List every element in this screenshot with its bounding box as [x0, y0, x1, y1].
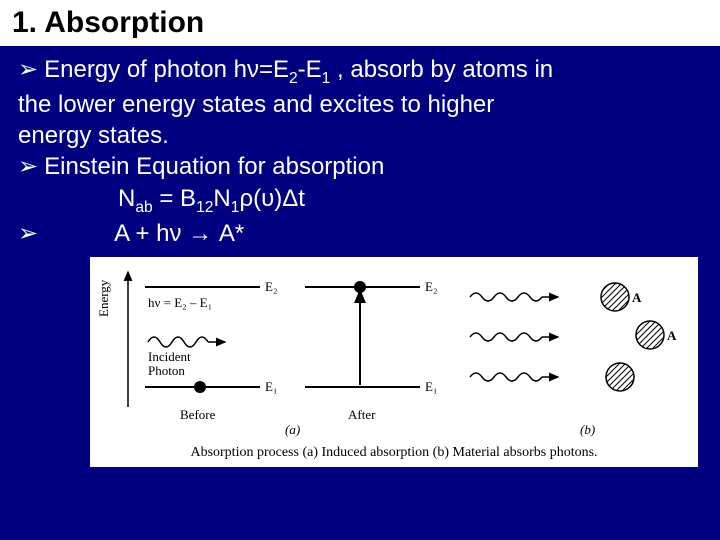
equation-1: Nab = B12N1ρ(υ)Δt: [118, 183, 704, 218]
atom-label-2: A: [667, 328, 676, 344]
equation-2: A + hν → A*: [114, 218, 244, 249]
bullet-1: ➢ Energy of photon hν=E2-E1 , absorb by …: [18, 54, 704, 89]
bullet-3: ➢ A + hν → A*: [18, 218, 704, 249]
panel-b-label: (b): [580, 422, 595, 438]
energy-axis-label: Energy: [96, 280, 112, 317]
chevron-icon: ➢: [18, 151, 38, 182]
before-label: Before: [180, 407, 215, 423]
e2-label-2: E₂: [425, 279, 437, 295]
e1-label-2: E₁: [425, 379, 437, 395]
text-line-4: Einstein Equation for absorption: [44, 151, 384, 182]
diagram-caption: Absorption process (a) Induced absorptio…: [90, 445, 698, 461]
text-line-3: energy states.: [18, 120, 704, 151]
absorption-diagram: Energy hν = E₂ – E₁ Incident Photon E₂ E…: [90, 257, 698, 467]
slide-body: ➢ Energy of photon hν=E2-E1 , absorb by …: [0, 46, 720, 249]
chevron-icon: ➢: [18, 54, 38, 89]
chevron-icon: ➢: [18, 218, 38, 249]
photon-label: Photon: [148, 363, 185, 379]
atom-label-1: A: [632, 290, 641, 306]
text-line-1: Energy of photon hν=E2-E1 , absorb by at…: [44, 54, 553, 89]
title-text: 1. Absorption: [12, 6, 204, 39]
hv-equation: hν = E₂ – E₁: [148, 295, 212, 311]
panel-a-label: (a): [285, 422, 300, 438]
text-line-2: the lower energy states and excites to h…: [18, 89, 704, 120]
e2-label-1: E₂: [265, 279, 277, 295]
after-label: After: [348, 407, 375, 423]
slide-title: 1. Absorption: [0, 0, 720, 46]
bullet-2: ➢ Einstein Equation for absorption: [18, 151, 704, 182]
e1-label-1: E₁: [265, 379, 277, 395]
